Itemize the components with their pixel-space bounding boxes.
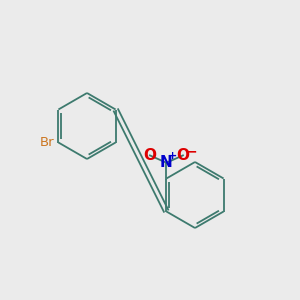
Text: +: + [168, 151, 177, 161]
Text: O: O [176, 148, 189, 163]
Text: −: − [185, 144, 197, 158]
Text: O: O [143, 148, 156, 163]
Text: N: N [160, 155, 173, 170]
Text: Br: Br [40, 136, 55, 149]
